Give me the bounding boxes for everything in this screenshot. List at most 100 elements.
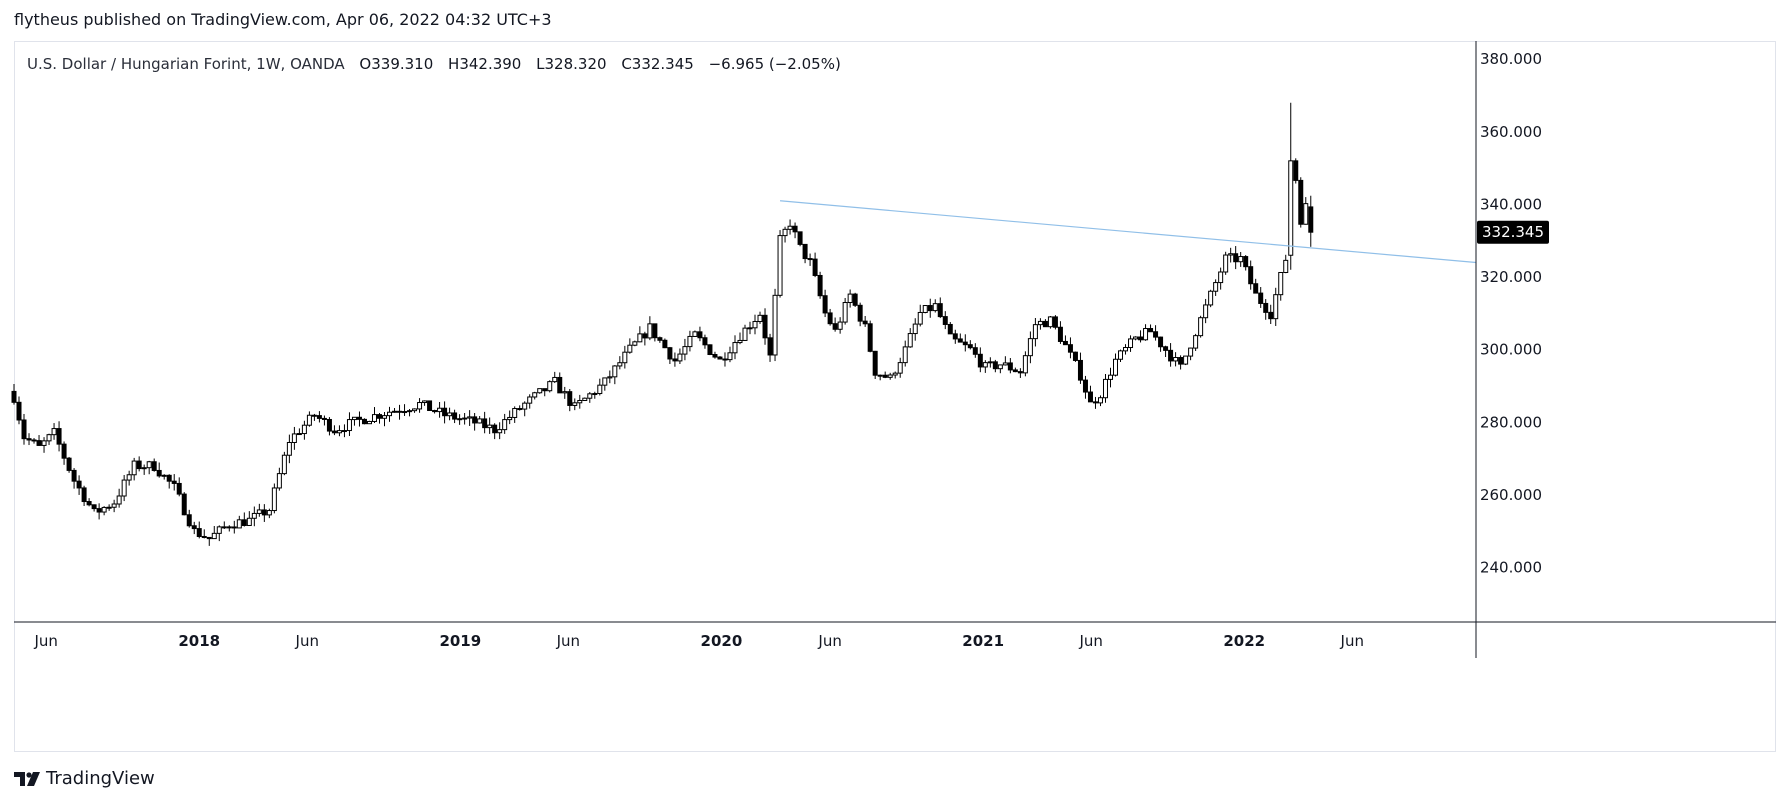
candle-body-up xyxy=(417,402,423,410)
trendline[interactable] xyxy=(779,200,1477,264)
candle-body-up xyxy=(1143,328,1149,341)
candle xyxy=(341,424,347,438)
candle-body-down xyxy=(1082,379,1088,393)
candle xyxy=(992,359,998,373)
candle-body-down xyxy=(176,482,182,495)
candle xyxy=(492,423,498,440)
candle xyxy=(306,411,312,427)
candle-body-up xyxy=(1208,290,1214,306)
candle-body-down xyxy=(432,410,438,413)
candle xyxy=(967,340,973,350)
candle-body-down xyxy=(231,526,237,529)
candle xyxy=(637,326,643,343)
candle-body-up xyxy=(692,331,698,337)
candle xyxy=(361,418,367,425)
candle-body-up xyxy=(777,235,783,296)
candle xyxy=(377,412,382,424)
candle-body-down xyxy=(482,418,488,429)
candle-body-up xyxy=(1047,316,1053,328)
candle-body-down xyxy=(1233,253,1239,263)
candle xyxy=(932,299,938,313)
candle-body-down xyxy=(1258,292,1264,304)
candle xyxy=(582,397,588,401)
candle xyxy=(211,525,217,540)
candle-body-up xyxy=(572,402,578,406)
tradingview-footer[interactable]: TradingView xyxy=(14,768,155,789)
price-tick-label: 240.000 xyxy=(1480,559,1542,577)
candle xyxy=(221,521,227,530)
candle xyxy=(296,428,302,436)
candle xyxy=(1102,373,1108,403)
candle-body-up xyxy=(617,362,623,367)
candle-body-down xyxy=(326,418,332,432)
candle xyxy=(41,437,47,453)
candle xyxy=(1128,335,1134,352)
candle xyxy=(201,529,207,539)
candle xyxy=(71,468,77,489)
candle xyxy=(1193,333,1199,351)
legend-symbol[interactable]: U.S. Dollar / Hungarian Forint, 1W, OAND… xyxy=(27,55,345,73)
candle xyxy=(592,391,598,399)
candle-body-up xyxy=(917,311,923,325)
candle xyxy=(26,433,32,446)
candle-body-up xyxy=(997,364,1003,370)
candle-body-up xyxy=(477,418,483,424)
candle-body-up xyxy=(1238,256,1244,263)
candle xyxy=(1243,255,1249,271)
candle-body-up xyxy=(532,392,538,398)
candle-body-down xyxy=(1153,331,1159,338)
candle xyxy=(146,460,152,475)
candle xyxy=(517,405,523,411)
time-tick-label: Jun xyxy=(556,632,580,650)
candle xyxy=(422,400,428,406)
candle xyxy=(557,372,563,394)
candle-body-down xyxy=(1293,160,1299,181)
candle xyxy=(1293,158,1299,184)
candle xyxy=(697,326,703,342)
candle-body-down xyxy=(1042,320,1048,328)
candle-body-up xyxy=(457,418,463,421)
candle-body-down xyxy=(61,443,67,459)
candle-body-up xyxy=(632,341,638,346)
candle-body-down xyxy=(962,341,968,346)
candle xyxy=(657,336,663,343)
candle xyxy=(432,409,438,414)
candle xyxy=(477,416,483,424)
candle xyxy=(141,464,147,475)
candle xyxy=(246,511,252,526)
candle-body-down xyxy=(31,439,37,442)
candle xyxy=(86,498,92,507)
candle-body-down xyxy=(942,316,948,325)
candle-body-up xyxy=(1198,317,1204,337)
candle-body-up xyxy=(1203,304,1209,319)
candle xyxy=(56,421,62,452)
candle-body-up xyxy=(732,342,738,354)
candle-body-up xyxy=(512,408,518,418)
candle-body-up xyxy=(351,416,357,421)
candle-body-down xyxy=(397,410,403,413)
candle xyxy=(241,512,247,527)
candle xyxy=(1198,315,1204,338)
candle-body-up xyxy=(527,396,533,404)
candle xyxy=(171,474,177,491)
candle-body-down xyxy=(1062,340,1068,346)
candle xyxy=(371,407,377,423)
candle-body-up xyxy=(1193,335,1199,349)
last-price-value: 332.345 xyxy=(1482,223,1544,241)
candle xyxy=(762,308,768,345)
candle xyxy=(1133,336,1139,341)
candle xyxy=(867,320,873,353)
candle-body-down xyxy=(361,418,367,425)
candle xyxy=(291,426,297,450)
candle xyxy=(467,410,473,426)
candle xyxy=(1027,331,1033,364)
candle xyxy=(331,425,337,436)
candle-body-down xyxy=(1243,256,1249,268)
candle xyxy=(1253,278,1259,294)
candle xyxy=(1092,396,1098,409)
candle xyxy=(1248,260,1254,290)
candle-body-up xyxy=(306,414,312,426)
candle-body-down xyxy=(226,526,232,529)
candle-body-down xyxy=(1263,302,1269,313)
